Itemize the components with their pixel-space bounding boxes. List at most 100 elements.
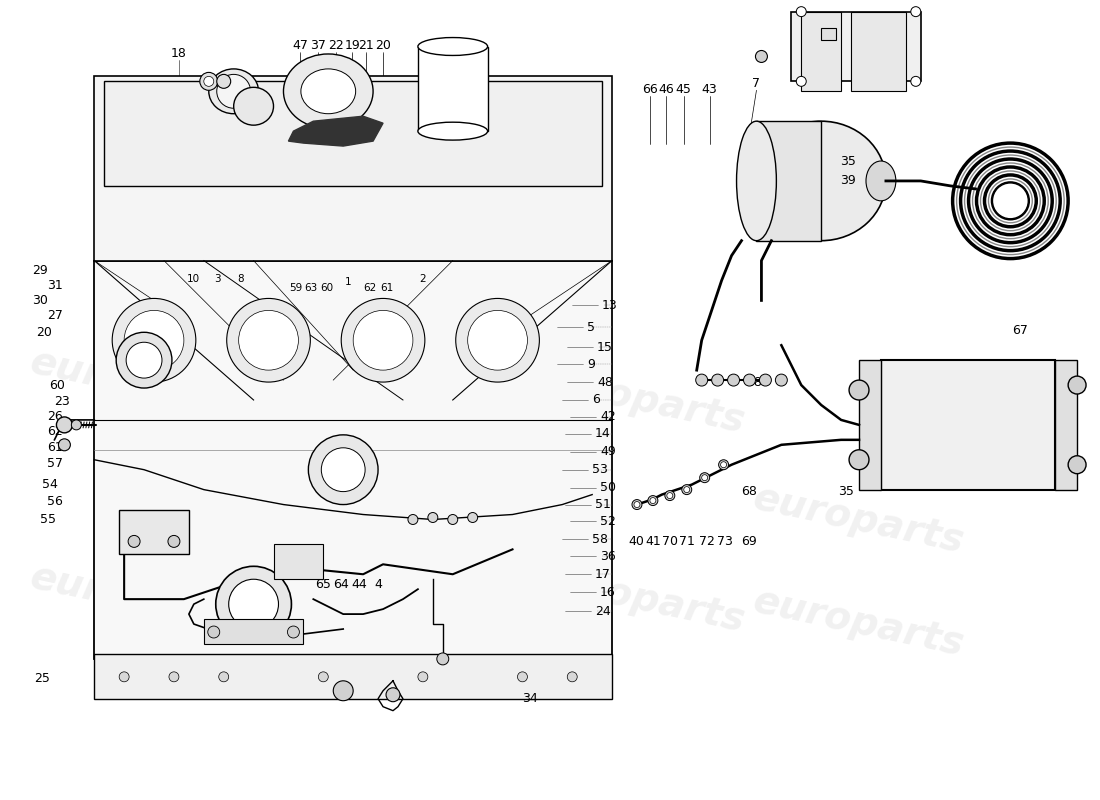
- Circle shape: [700, 473, 710, 482]
- Circle shape: [759, 374, 771, 386]
- Text: 9: 9: [587, 358, 595, 370]
- Text: 60: 60: [50, 378, 65, 391]
- Circle shape: [239, 310, 298, 370]
- Text: 49: 49: [601, 446, 616, 458]
- Bar: [95, 76, 612, 261]
- Text: 37: 37: [310, 39, 327, 52]
- Text: 47: 47: [293, 39, 308, 52]
- Circle shape: [702, 474, 707, 481]
- Circle shape: [667, 493, 673, 498]
- Text: 10: 10: [187, 274, 200, 283]
- Circle shape: [650, 498, 656, 503]
- Text: 35: 35: [838, 485, 854, 498]
- Text: 15: 15: [597, 341, 613, 354]
- Text: 29: 29: [33, 264, 48, 277]
- Text: 40: 40: [628, 535, 643, 548]
- Circle shape: [517, 672, 527, 682]
- Circle shape: [124, 310, 184, 370]
- Ellipse shape: [284, 54, 373, 129]
- Circle shape: [333, 681, 353, 701]
- Circle shape: [408, 514, 418, 525]
- Text: 4: 4: [374, 578, 382, 590]
- Circle shape: [386, 688, 400, 702]
- Text: 41: 41: [645, 535, 661, 548]
- Circle shape: [455, 298, 539, 382]
- Circle shape: [712, 374, 724, 386]
- Text: 57: 57: [47, 458, 64, 470]
- Ellipse shape: [866, 161, 895, 201]
- Text: 22: 22: [329, 39, 344, 52]
- Bar: [418, 46, 487, 131]
- Ellipse shape: [209, 69, 258, 114]
- Circle shape: [353, 310, 412, 370]
- Text: 55: 55: [41, 513, 56, 526]
- Text: 64: 64: [333, 578, 349, 590]
- Text: 31: 31: [47, 279, 63, 292]
- Circle shape: [318, 672, 328, 682]
- Circle shape: [718, 460, 728, 470]
- Text: 1: 1: [345, 278, 352, 287]
- Text: 2: 2: [419, 274, 426, 283]
- Text: 13: 13: [602, 299, 618, 312]
- Text: 43: 43: [702, 83, 717, 96]
- Circle shape: [72, 420, 81, 430]
- Text: 39: 39: [840, 174, 856, 187]
- Bar: [791, 12, 921, 82]
- Circle shape: [56, 417, 73, 433]
- Bar: [822, 27, 836, 39]
- Text: 11: 11: [806, 53, 822, 66]
- Circle shape: [756, 50, 768, 62]
- Text: 6: 6: [592, 394, 600, 406]
- Text: 45: 45: [675, 83, 692, 96]
- Circle shape: [227, 298, 310, 382]
- Bar: [881, 360, 1055, 490]
- Text: 12: 12: [806, 67, 822, 80]
- Text: europarts: europarts: [28, 343, 245, 425]
- Circle shape: [796, 76, 806, 86]
- Circle shape: [126, 342, 162, 378]
- Circle shape: [308, 435, 378, 505]
- Text: 20: 20: [36, 326, 53, 338]
- Circle shape: [1068, 376, 1086, 394]
- Circle shape: [169, 672, 179, 682]
- Text: 62: 62: [363, 283, 376, 294]
- Circle shape: [58, 439, 70, 450]
- Text: 21: 21: [359, 39, 374, 52]
- Circle shape: [695, 374, 707, 386]
- Text: 27: 27: [47, 309, 64, 322]
- Circle shape: [128, 535, 140, 547]
- Text: 3: 3: [214, 274, 221, 283]
- Circle shape: [568, 672, 578, 682]
- Circle shape: [849, 380, 869, 400]
- Text: 62: 62: [47, 426, 63, 438]
- Circle shape: [287, 626, 299, 638]
- Bar: [851, 12, 905, 91]
- Circle shape: [634, 502, 640, 507]
- Ellipse shape: [757, 121, 886, 241]
- Circle shape: [744, 374, 756, 386]
- Text: 67: 67: [1012, 324, 1028, 337]
- Text: 24: 24: [595, 605, 610, 618]
- Text: 70: 70: [662, 535, 678, 548]
- Bar: [119, 510, 189, 554]
- Text: 63: 63: [305, 283, 318, 294]
- Text: 36: 36: [601, 550, 616, 563]
- Text: europarts: europarts: [531, 359, 749, 441]
- Text: 5: 5: [587, 321, 595, 334]
- Circle shape: [168, 535, 180, 547]
- Polygon shape: [288, 116, 383, 146]
- Text: 50: 50: [601, 481, 616, 494]
- Text: 7: 7: [752, 77, 760, 90]
- Text: 44: 44: [351, 578, 367, 590]
- Text: 26: 26: [47, 410, 63, 423]
- Text: 25: 25: [34, 672, 51, 686]
- Circle shape: [684, 486, 690, 493]
- Text: 46: 46: [658, 83, 673, 96]
- Text: 58: 58: [592, 533, 608, 546]
- Circle shape: [321, 448, 365, 492]
- Text: 60: 60: [321, 283, 333, 294]
- Text: 61: 61: [47, 442, 63, 454]
- Bar: [274, 544, 323, 579]
- Text: 17: 17: [595, 568, 610, 581]
- Text: 34: 34: [522, 692, 538, 706]
